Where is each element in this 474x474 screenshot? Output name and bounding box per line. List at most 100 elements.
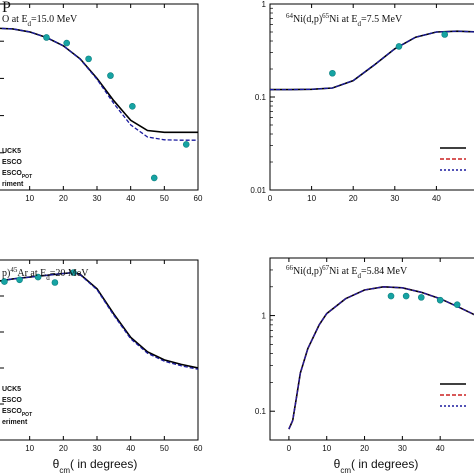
panel-bottom-left: 10 20 30 40 50 60p)45Ar at Ed=20 MeVUCK5ESCOE… [0,259,203,474]
legend-label: UCK5 [2,148,21,155]
panel-title: 64Ni(d,p)65Ni at Ed=7.5 MeV [286,12,403,28]
data-point [16,276,23,284]
x-tick-label: 20 [59,444,68,453]
legend-label-text: riment [2,181,24,188]
x-tick-label: 20 [360,444,369,453]
title-part: Ar at E [17,268,46,279]
title-part: 67 [322,264,330,272]
legend-label-sub: POT [22,174,32,180]
y-tick-label: 1 [262,0,267,9]
legend-label: riment [2,181,24,188]
series-line [288,286,474,430]
data-point [402,292,410,300]
data-point [63,39,70,47]
title-part: p) [2,268,10,279]
y-tick-label: 0.1 [255,93,267,102]
title-part: Ni at E [329,14,357,25]
legend-label: eriment [2,419,28,426]
title-part: d [358,20,362,28]
series-line [0,27,198,134]
panel-top-right: 0 10 20 30 40 1 0.1 0.01 64Ni(d,p)65Ni at Ed=7.5… [250,0,474,203]
series-group [288,285,474,430]
legend-label: ESCO [2,397,22,404]
panel-title: O at Ed=15.0 MeV [2,14,78,28]
legend-label-text: ESCO [2,159,22,166]
x-tick-label: 20 [349,194,358,203]
panel-bottom-right: 0 10 20 30 40 1 0.1 66Ni(d,p)67Ni at Ed=5.84 Me… [255,257,474,474]
legend-label: UCK5 [2,386,21,393]
title-part: =15.0 MeV [31,14,78,25]
legend-label-text: UCK5 [2,148,21,155]
legend-label-text: eriment [2,419,28,426]
title-part: Ni(d,p) [293,14,322,25]
data-point [436,296,444,304]
data-point [150,174,158,182]
title-part: d [28,20,32,28]
data-point [329,69,336,77]
data-point [129,103,136,110]
title-part: 66 [286,264,294,272]
series-group [270,30,474,91]
x-tick-label: 60 [194,194,203,203]
series-line [270,30,474,91]
x-tick-label: 10 [307,194,316,203]
y-tick-label: 1 [262,312,267,321]
data-point [43,34,50,41]
legend-label-text: ESCO [2,397,22,404]
x-tick-label: 10 [25,444,34,453]
series-line [288,285,474,430]
title-part: =7.5 MeV [361,14,403,25]
x-axis-label-theta: θ [334,457,341,471]
series-line [0,271,198,370]
data-point [51,279,59,286]
x-tick-label: 0 [287,444,292,453]
x-tick-label: 40 [126,444,135,453]
data-point [34,273,42,281]
x-tick-label: 40 [126,194,135,203]
data-point [182,141,190,148]
x-tick-label: 0 [268,194,273,203]
data-point [387,292,395,300]
data-point [85,55,92,63]
x-tick-label: 50 [160,444,169,453]
title-part: 64 [286,12,294,20]
legend-label-sub: POT [22,412,32,418]
x-axis-label-theta: θ [53,457,60,471]
title-part: Ni at E [329,266,357,277]
x-tick-label: 10 [322,444,331,453]
x-axis-label: θcm( in degrees) [334,457,419,474]
panel-title: 66Ni(d,p)67Ni at Ed=5.84 MeV [286,264,408,280]
data-point [453,301,461,308]
title-part: 45 [10,266,18,274]
legend-label-text: ESCO [2,170,22,177]
x-tick-label: 60 [194,444,203,453]
data-point [417,294,425,301]
legend-label: ESCOPOT [2,408,32,418]
title-part: O at E [2,14,28,25]
data-point [70,269,77,276]
data-point [107,72,114,79]
legend-label: ESCOPOT [2,170,32,180]
x-tick-label: 50 [160,194,169,203]
x-axis-label-rest: ( in degrees) [70,457,137,471]
title-part: =20 MeV [50,268,89,279]
series-line [0,27,198,141]
plot-frame [269,257,474,441]
data-point [441,31,449,38]
title-part: =5.84 MeV [361,266,408,277]
legend-label-text: UCK5 [2,386,21,393]
panel-title: p)45Ar at Ed=20 MeV [2,266,89,282]
title-part: d [358,272,362,280]
series-line [270,30,474,91]
title-part: d [46,274,50,282]
x-axis-label-rest: ( in degrees) [351,457,418,471]
series-line [288,286,474,430]
y-tick-label: 0.01 [250,186,266,195]
x-tick-label: 40 [436,444,445,453]
data-point [1,278,8,285]
data-point [395,43,403,50]
x-tick-label: 30 [398,444,407,453]
legend-label-text: ESCO [2,408,22,415]
x-tick-label: 30 [93,444,102,453]
series-group [0,27,198,182]
